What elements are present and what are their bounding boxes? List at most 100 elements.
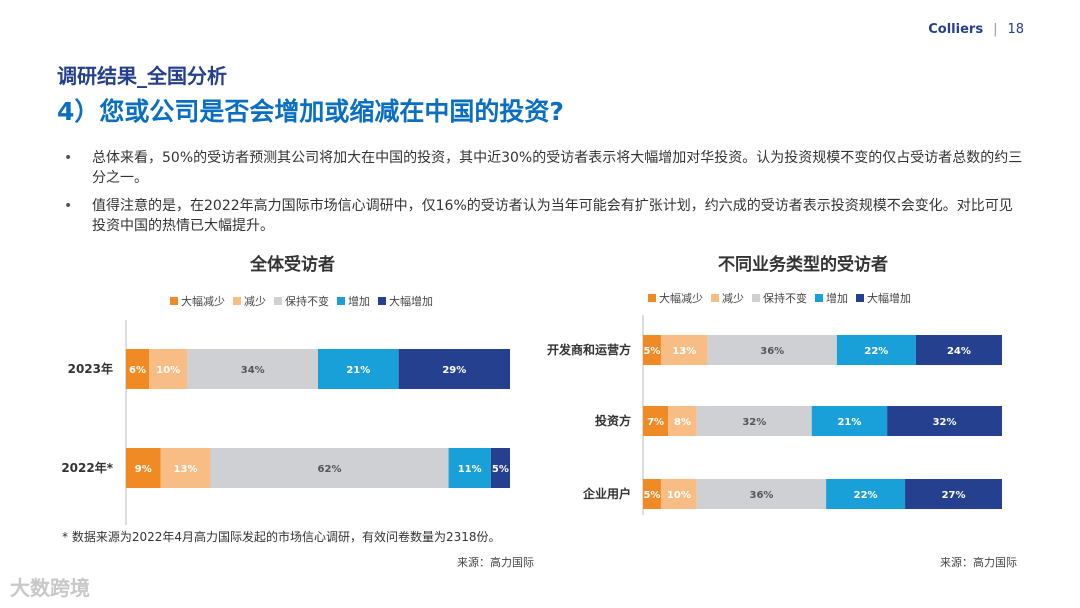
bar-segment: [668, 406, 697, 436]
legend-swatch: [233, 297, 241, 305]
footnote: * 数据来源为2022年4月高力国际发起的市场信心调研，有效问卷数量为2318份…: [62, 530, 501, 544]
bar-segment: [660, 335, 708, 365]
legend-label: 保持不变: [763, 292, 807, 305]
bar-segment: [643, 335, 661, 365]
bar-segment: [149, 349, 188, 389]
category-label: 投资方: [595, 413, 631, 428]
bar-segment: [707, 335, 837, 365]
data-label: 22%: [864, 346, 888, 357]
legend-item: 减少: [233, 293, 266, 309]
legend-label: 大幅减少: [181, 295, 225, 308]
category-label: 2023年: [68, 361, 113, 376]
data-label: 13%: [174, 464, 198, 475]
chart-left: 2023年 6% 10% 34% 21% 29% 2022年* 9% 13% 62% 11% 5%: [61, 320, 510, 525]
legend-right: 大幅减少 减少 保持不变 增加 大幅增加: [648, 290, 911, 306]
bar-segment: [915, 335, 1002, 365]
header-brand: Colliers | 18: [928, 22, 1024, 37]
bar-segment: [811, 406, 888, 436]
data-label: 29%: [442, 365, 466, 376]
data-label: 8%: [674, 417, 691, 428]
chart-title-left: 全体受访者: [250, 255, 335, 275]
bar-segment: [187, 349, 318, 389]
page-number: 18: [1007, 22, 1024, 37]
data-label: 5%: [643, 490, 660, 501]
main-title: 4）您或公司是否会增加或缩减在中国的投资?: [57, 97, 564, 126]
legend-item: 大幅减少: [170, 293, 225, 309]
chart-right: 开发商和运营方 5% 13% 36% 22% 24% 投资方 7% 8% 32% 21% 32% 企业用…: [547, 315, 1002, 515]
header-separator: |: [993, 22, 998, 37]
legend-swatch: [648, 294, 656, 302]
data-label: 13%: [672, 346, 696, 357]
bar-segment: [643, 479, 661, 509]
data-label: 7%: [647, 417, 664, 428]
bar-segment: [643, 406, 669, 436]
category-label: 2022年*: [61, 460, 113, 475]
legend-swatch: [170, 297, 178, 305]
legend-label: 大幅减少: [659, 292, 703, 305]
source-left: 来源：高力国际: [457, 556, 534, 569]
bar-segment: [210, 448, 449, 488]
data-label: 32%: [933, 417, 957, 428]
category-label: 开发商和运营方: [547, 342, 631, 357]
category-label: 企业用户: [582, 486, 631, 501]
data-label: 22%: [854, 490, 878, 501]
legend-swatch: [711, 294, 719, 302]
legend-label: 大幅增加: [389, 295, 433, 308]
legend-swatch: [337, 297, 345, 305]
bar-segment: [660, 479, 697, 509]
bullet-item: 总体来看，50%的受访者预测其公司将加大在中国的投资，其中近30%的受访者表示将…: [64, 148, 1024, 188]
data-label: 27%: [942, 490, 966, 501]
data-label: 32%: [742, 417, 766, 428]
bar-segment: [836, 335, 916, 365]
bar-segment: [826, 479, 906, 509]
data-label: 11%: [458, 464, 482, 475]
legend-swatch: [815, 294, 823, 302]
data-label: 24%: [947, 346, 971, 357]
data-label: 6%: [129, 365, 146, 376]
bar-segment: [490, 448, 510, 488]
legend-item: 保持不变: [274, 293, 329, 309]
bar-segment: [448, 448, 491, 488]
legend-item: 大幅增加: [378, 293, 433, 309]
data-label: 9%: [135, 464, 152, 475]
bar-segment: [160, 448, 211, 488]
bar-segment: [905, 479, 1002, 509]
data-label: 36%: [760, 346, 784, 357]
source-right: 来源：高力国际: [940, 556, 1017, 569]
legend-label: 增加: [348, 295, 370, 308]
data-label: 10%: [667, 490, 691, 501]
legend-label: 保持不变: [285, 295, 329, 308]
legend-swatch: [856, 294, 864, 302]
bar-segment: [696, 479, 827, 509]
legend-item: 减少: [711, 290, 744, 306]
watermark: 大数跨境: [10, 576, 90, 600]
data-label: 10%: [156, 365, 180, 376]
chart-title-right: 不同业务类型的受访者: [718, 255, 888, 275]
bullet-item: 值得注意的是，在2022年高力国际市场信心调研中，仅16%的受访者认为当年可能会…: [64, 196, 1024, 236]
legend-swatch: [274, 297, 282, 305]
legend-item: 保持不变: [752, 290, 807, 306]
legend-label: 大幅增加: [867, 292, 911, 305]
section-title: 调研结果_全国分析: [57, 64, 227, 88]
bar-segment: [696, 406, 812, 436]
bar-segment: [398, 349, 510, 389]
data-label: 5%: [492, 464, 509, 475]
legend-label: 增加: [826, 292, 848, 305]
data-label: 21%: [346, 365, 370, 376]
legend-item: 增加: [337, 293, 370, 309]
bar-segment: [318, 349, 399, 389]
bar-segment: [126, 448, 161, 488]
legend-label: 减少: [722, 292, 744, 305]
legend-label: 减少: [244, 295, 266, 308]
data-label: 21%: [837, 417, 861, 428]
legend-item: 增加: [815, 290, 848, 306]
data-label: 36%: [750, 490, 774, 501]
data-label: 5%: [643, 346, 660, 357]
bar-segment: [887, 406, 1002, 436]
bar-segment: [126, 349, 150, 389]
legend-swatch: [378, 297, 386, 305]
legend-swatch: [752, 294, 760, 302]
brand-logo: Colliers: [928, 22, 984, 37]
legend-item: 大幅增加: [856, 290, 911, 306]
bullet-list: 总体来看，50%的受访者预测其公司将加大在中国的投资，其中近30%的受访者表示将…: [64, 148, 1024, 244]
